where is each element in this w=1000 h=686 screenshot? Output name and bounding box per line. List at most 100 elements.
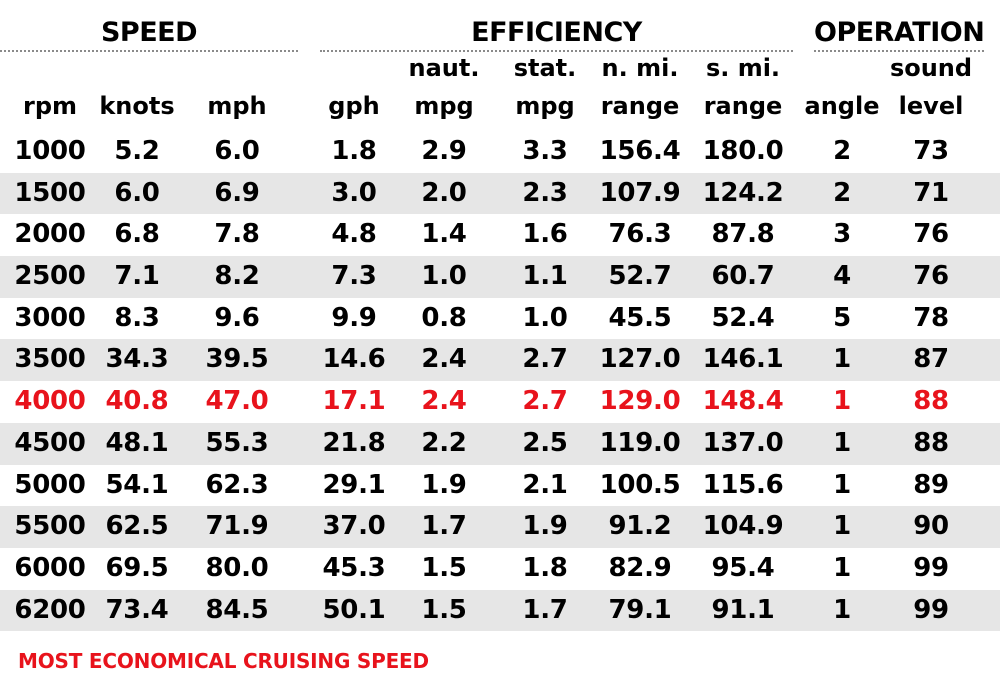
cell-naut-mpg: 2.2 (421, 427, 467, 458)
cell-stat-mpg: 2.7 (522, 344, 568, 375)
column-header-rpm-line2: rpm (22, 92, 78, 120)
cell-angle: 2 (833, 177, 851, 208)
cell-gph: 1.8 (331, 136, 377, 166)
cell-knots: 62.5 (105, 511, 169, 542)
cell-gph: 9.9 (331, 302, 377, 333)
cell-knots: 54.1 (105, 469, 169, 500)
cell-naut-mpg: 2.4 (421, 344, 467, 375)
cell-rpm: 3000 (14, 302, 86, 333)
cell-knots: 73.4 (105, 594, 169, 625)
cell-gph: 14.6 (322, 344, 386, 375)
cell-gph: 4.8 (331, 219, 377, 250)
cell-sound-level: 76 (913, 219, 949, 250)
cell-gph: 45.3 (322, 552, 386, 583)
table-row: 1000 5.2 6.0 1.8 2.9 3.3 156.4 180.0 2 73 (0, 131, 1000, 173)
cell-smi-range: 148.4 (702, 386, 784, 417)
cell-smi-range: 180.0 (702, 136, 784, 166)
table-row: 1500 6.0 6.9 3.0 2.0 2.3 107.9 124.2 2 71 (0, 172, 1000, 215)
cell-sound-level: 99 (913, 552, 949, 583)
cell-rpm: 3500 (14, 344, 86, 375)
cell-gph: 3.0 (331, 177, 377, 208)
cell-nmi-range: 119.0 (599, 427, 681, 458)
cell-angle: 1 (833, 469, 851, 500)
group-header-efficiency: EFFICIENCY (320, 14, 793, 52)
column-header-mph-line2: mph (207, 92, 267, 120)
cell-knots: 8.3 (114, 302, 160, 333)
cell-naut-mpg: 1.0 (421, 261, 467, 292)
cell-mph: 84.5 (205, 594, 269, 625)
cell-mph: 47.0 (205, 386, 269, 417)
table-row: 6000 69.5 80.0 45.3 1.5 1.8 82.9 95.4 1 99 (0, 548, 1000, 590)
table-body: 1000 5.2 6.0 1.8 2.9 3.3 156.4 180.0 2 73 1500 6.0 6… (0, 131, 1000, 632)
table-row: 2500 7.1 8.2 7.3 1.0 1.1 52.7 60.7 4 76 (0, 256, 1000, 298)
footnote: MOST ECONOMICAL CRUISING SPEED (18, 649, 429, 673)
cell-smi-range: 52.4 (711, 302, 775, 333)
cell-angle: 2 (833, 136, 851, 166)
cell-nmi-range: 129.0 (599, 386, 681, 417)
cell-smi-range: 137.0 (702, 427, 784, 458)
cell-naut-mpg: 1.5 (421, 594, 467, 625)
column-header-naut-mpg-line1: naut. (408, 54, 480, 82)
column-header-gph-line2: gph (328, 92, 380, 120)
cell-sound-level: 89 (913, 469, 949, 500)
column-header-naut-mpg-line2: mpg (414, 92, 474, 120)
cell-stat-mpg: 2.5 (522, 427, 568, 458)
cell-mph: 55.3 (205, 427, 269, 458)
cell-rpm: 5500 (14, 511, 86, 542)
table-row: 6200 73.4 84.5 50.1 1.5 1.7 79.1 91.1 1 99 (0, 589, 1000, 632)
cell-naut-mpg: 1.9 (421, 469, 467, 500)
cell-rpm: 6200 (14, 594, 86, 625)
cell-nmi-range: 91.2 (608, 511, 672, 542)
cell-gph: 21.8 (322, 427, 386, 458)
cell-gph: 37.0 (322, 511, 386, 542)
cell-knots: 69.5 (105, 552, 169, 583)
cell-smi-range: 146.1 (702, 344, 784, 375)
cell-nmi-range: 127.0 (599, 344, 681, 375)
cell-mph: 7.8 (214, 219, 260, 250)
table-row: 5500 62.5 71.9 37.0 1.7 1.9 91.2 104.9 1 90 (0, 506, 1000, 548)
cell-rpm: 2500 (14, 261, 86, 292)
column-header-stat-mpg-line1: stat. (513, 54, 577, 82)
cell-nmi-range: 45.5 (608, 302, 672, 333)
group-header-speed: SPEED (0, 14, 298, 52)
cell-nmi-range: 107.9 (599, 177, 681, 208)
cell-stat-mpg: 1.1 (522, 261, 568, 292)
cell-naut-mpg: 2.0 (421, 177, 467, 208)
cell-mph: 9.6 (214, 302, 260, 333)
table-row: 4000 40.8 47.0 17.1 2.4 2.7 129.0 148.4 1 88 (0, 381, 1000, 423)
cell-smi-range: 60.7 (711, 261, 775, 292)
cell-naut-mpg: 0.8 (421, 302, 467, 333)
table-row: 2000 6.8 7.8 4.8 1.4 1.6 76.3 87.8 3 76 (0, 214, 1000, 256)
cell-mph: 6.9 (214, 177, 260, 208)
cell-gph: 50.1 (322, 594, 386, 625)
cell-knots: 5.2 (114, 136, 160, 166)
cell-gph: 29.1 (322, 469, 386, 500)
cell-naut-mpg: 1.4 (421, 219, 467, 250)
cell-sound-level: 88 (913, 427, 949, 458)
cell-sound-level: 99 (913, 594, 949, 625)
cell-gph: 17.1 (322, 386, 386, 417)
cell-rpm: 5000 (14, 469, 86, 500)
column-header-knots-line2: knots (99, 92, 175, 120)
cell-nmi-range: 79.1 (608, 594, 672, 625)
cell-knots: 40.8 (105, 386, 169, 417)
column-header-stat-mpg-line2: mpg (515, 92, 575, 120)
table-row: 4500 48.1 55.3 21.8 2.2 2.5 119.0 137.0 1 88 (0, 422, 1000, 465)
cell-smi-range: 95.4 (711, 552, 775, 583)
cell-angle: 5 (833, 302, 851, 333)
table-row: 3000 8.3 9.6 9.9 0.8 1.0 45.5 52.4 5 78 (0, 298, 1000, 340)
cell-smi-range: 115.6 (702, 469, 784, 500)
cell-stat-mpg: 2.3 (522, 177, 568, 208)
cell-angle: 4 (833, 261, 851, 292)
column-header-smi-range-line2: range (703, 92, 783, 120)
cell-angle: 1 (833, 386, 851, 417)
cell-sound-level: 90 (913, 511, 949, 542)
cell-gph: 7.3 (331, 261, 377, 292)
cell-angle: 1 (833, 344, 851, 375)
cell-naut-mpg: 1.7 (421, 511, 467, 542)
cell-nmi-range: 82.9 (608, 552, 672, 583)
cell-stat-mpg: 1.8 (522, 552, 568, 583)
cell-rpm: 4500 (14, 427, 86, 458)
cell-sound-level: 71 (913, 177, 949, 208)
cell-sound-level: 76 (913, 261, 949, 292)
